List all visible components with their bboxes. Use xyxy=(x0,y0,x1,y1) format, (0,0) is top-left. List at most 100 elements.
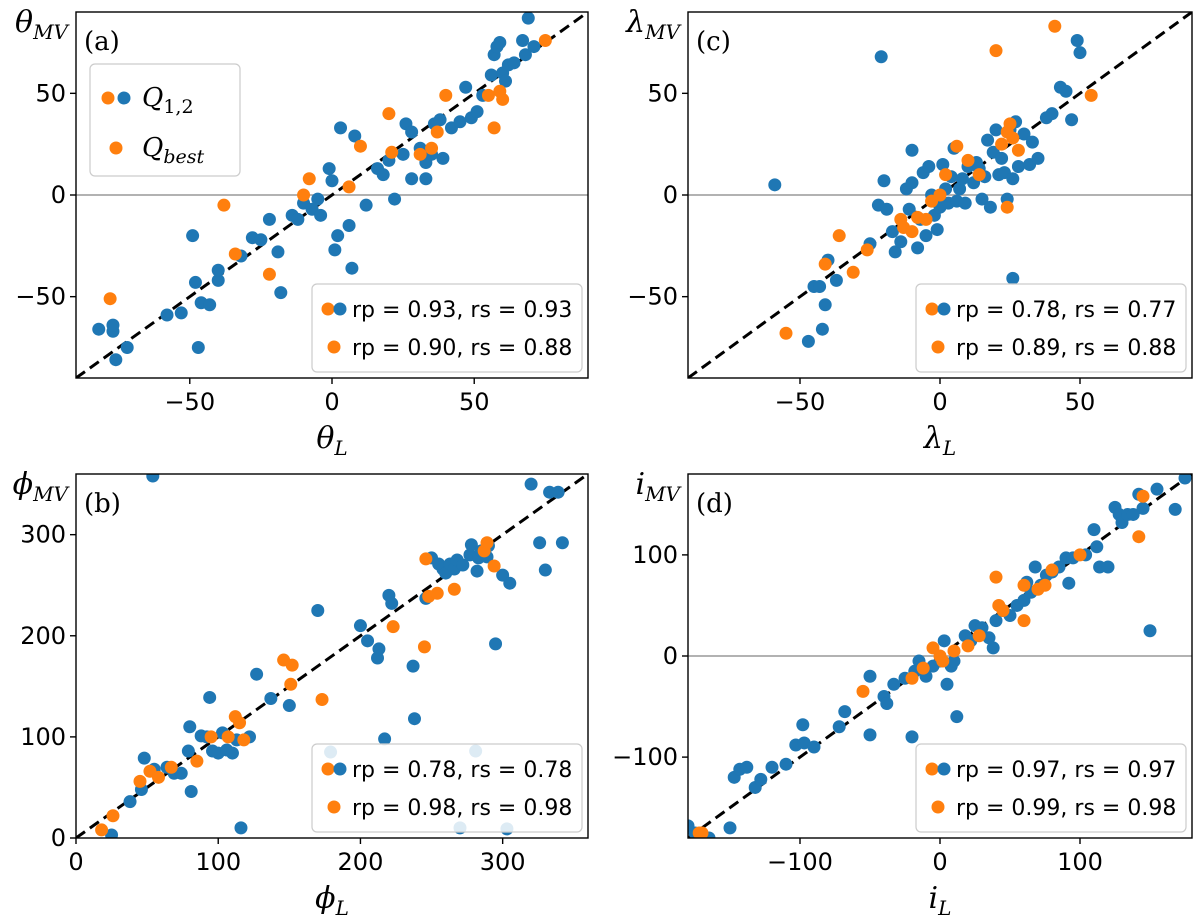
marker-q12 xyxy=(333,302,347,316)
data-point xyxy=(1017,578,1031,592)
y-tick-label: 50 xyxy=(35,79,66,107)
data-point xyxy=(334,121,348,135)
data-point xyxy=(1136,489,1150,503)
data-point xyxy=(487,121,501,135)
data-point xyxy=(493,36,507,49)
data-point xyxy=(958,196,972,210)
data-point xyxy=(419,552,433,566)
data-point xyxy=(470,564,484,578)
data-point xyxy=(1087,523,1101,537)
data-point xyxy=(880,202,894,216)
legend xyxy=(89,63,241,177)
data-point xyxy=(975,192,989,206)
data-point xyxy=(1168,502,1182,516)
marker-qbest xyxy=(321,762,335,776)
data-point xyxy=(470,105,484,119)
data-point xyxy=(1073,46,1087,60)
data-point xyxy=(1143,624,1157,638)
data-point xyxy=(1017,614,1031,628)
y-tick-label: −50 xyxy=(627,283,678,311)
data-point xyxy=(507,56,521,70)
data-point xyxy=(348,129,362,143)
data-point xyxy=(345,261,359,275)
correlation-text: rp = 0.99, rs = 0.98 xyxy=(956,796,1176,821)
correlation-box xyxy=(311,743,583,833)
marker-qbest xyxy=(925,762,939,776)
data-point xyxy=(322,162,336,176)
data-point xyxy=(905,176,919,190)
marker-qbest xyxy=(931,800,945,814)
data-point xyxy=(1059,84,1073,98)
data-point xyxy=(184,784,198,798)
y-tick-label: 100 xyxy=(20,723,66,751)
plot-area xyxy=(688,12,1192,378)
data-point xyxy=(388,192,402,206)
data-point xyxy=(527,40,541,54)
x-tick-label: 100 xyxy=(195,848,241,876)
series-qbest xyxy=(95,536,501,837)
data-point xyxy=(164,760,178,774)
data-point xyxy=(123,795,137,809)
data-point xyxy=(1006,271,1020,285)
correlation-text: rp = 0.93, rs = 0.93 xyxy=(352,298,572,323)
data-point xyxy=(325,174,339,188)
data-point xyxy=(983,200,997,214)
data-point xyxy=(995,151,1009,165)
data-point xyxy=(538,33,552,47)
series-qbest xyxy=(103,33,552,306)
data-point xyxy=(191,341,205,354)
data-point xyxy=(768,178,782,192)
data-point xyxy=(1150,482,1164,496)
data-point xyxy=(936,158,950,171)
data-point xyxy=(284,677,298,691)
data-point xyxy=(521,12,535,25)
data-point xyxy=(311,192,325,206)
data-point xyxy=(282,699,296,713)
data-point xyxy=(262,267,276,281)
data-point xyxy=(405,172,419,186)
data-point xyxy=(204,730,218,744)
data-point xyxy=(797,736,811,750)
data-point xyxy=(433,113,447,127)
data-point xyxy=(832,229,846,243)
data-point xyxy=(936,654,950,668)
data-point xyxy=(105,828,119,838)
data-point xyxy=(430,125,444,139)
data-point xyxy=(911,241,925,255)
data-point xyxy=(217,198,231,212)
data-point xyxy=(1017,127,1031,141)
data-point xyxy=(829,273,843,287)
data-point xyxy=(328,243,342,257)
data-point xyxy=(524,477,538,491)
data-point xyxy=(555,536,569,550)
data-point xyxy=(407,712,421,726)
data-point xyxy=(425,141,439,155)
data-point xyxy=(1073,548,1087,562)
marker-qbest xyxy=(925,302,939,316)
data-point xyxy=(950,710,964,724)
data-point xyxy=(856,684,870,698)
data-point xyxy=(221,730,235,744)
data-point xyxy=(1006,172,1020,186)
x-tick-label: 50 xyxy=(459,388,490,416)
data-point xyxy=(765,760,779,774)
correlation-box xyxy=(311,283,583,373)
data-point xyxy=(905,671,919,685)
data-point xyxy=(489,637,503,651)
data-point xyxy=(885,225,899,239)
data-point xyxy=(382,107,396,121)
series-qbest xyxy=(692,489,1150,838)
data-point xyxy=(133,774,147,788)
data-point xyxy=(342,219,356,232)
data-point xyxy=(146,474,160,483)
x-tick-label: −100 xyxy=(767,848,833,876)
series-qbest xyxy=(779,19,1098,340)
correlation-box xyxy=(915,283,1187,373)
data-point xyxy=(533,536,547,550)
data-point xyxy=(160,308,174,322)
data-point xyxy=(919,212,933,226)
y-tick-label: 0 xyxy=(663,642,678,670)
data-point xyxy=(1000,200,1014,214)
data-point xyxy=(186,229,200,243)
data-point xyxy=(285,658,299,672)
